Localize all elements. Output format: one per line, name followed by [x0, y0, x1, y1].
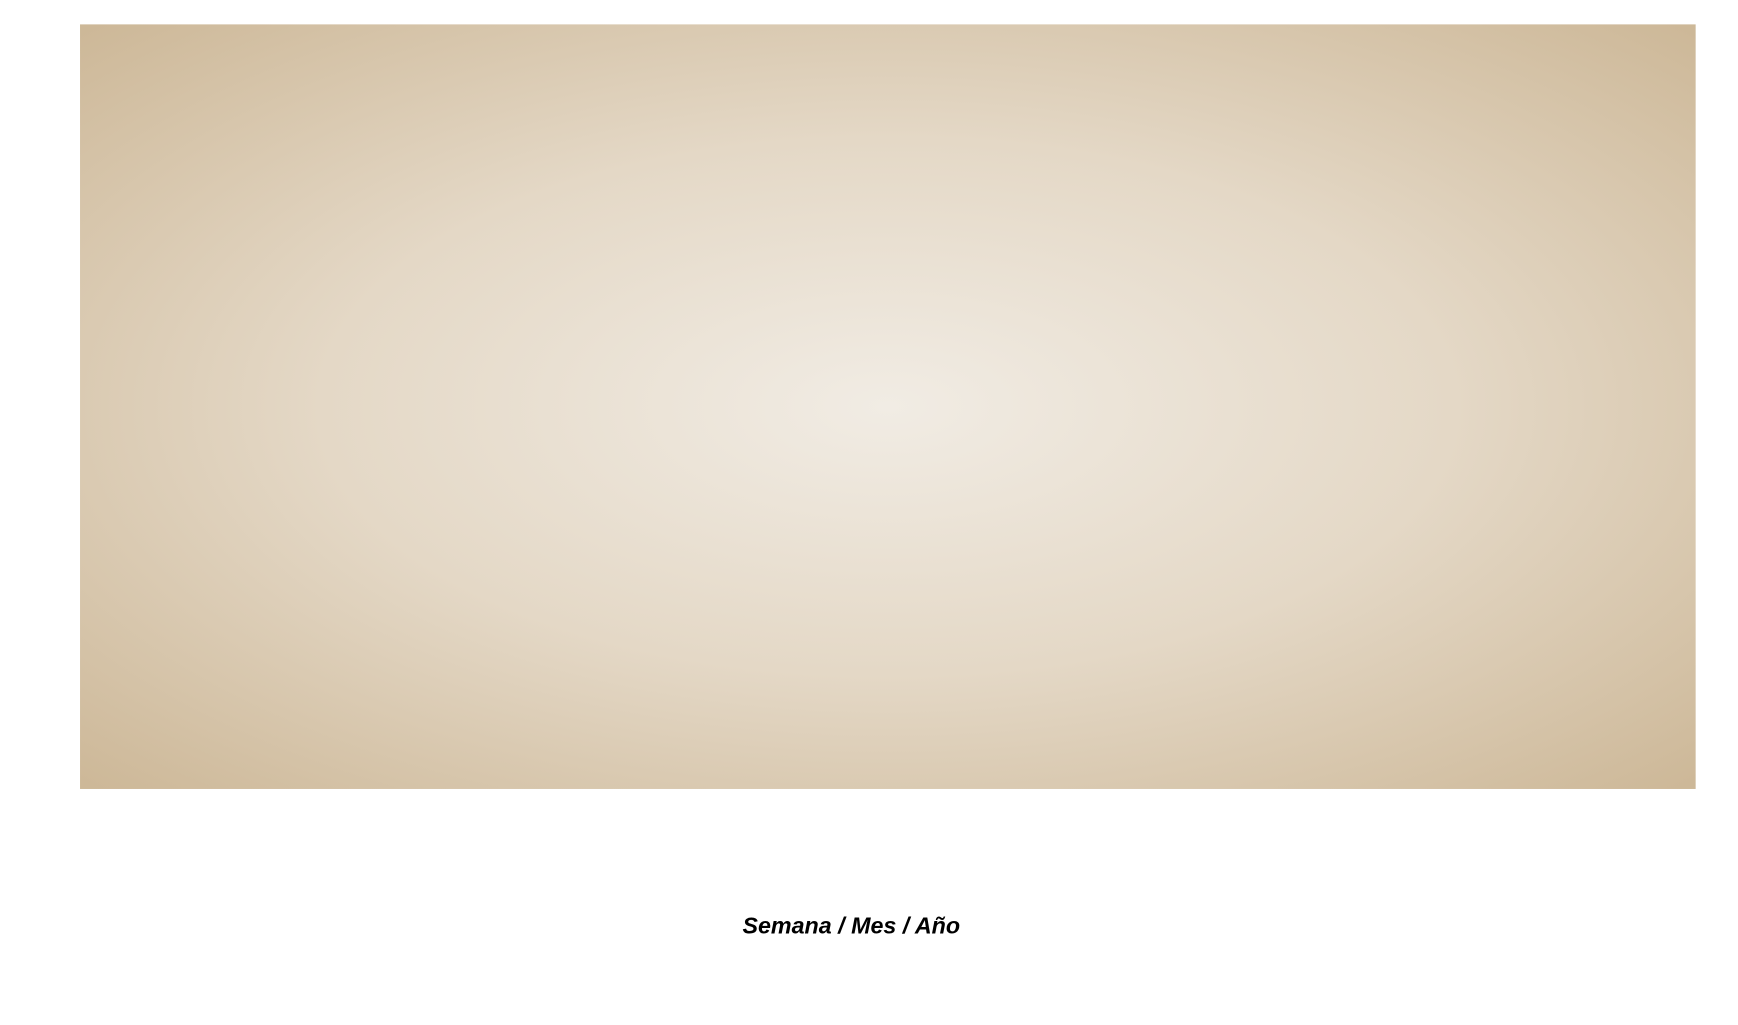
x-axis-title: Semana / Mes / Año — [742, 913, 960, 939]
plot-background — [80, 24, 1696, 789]
